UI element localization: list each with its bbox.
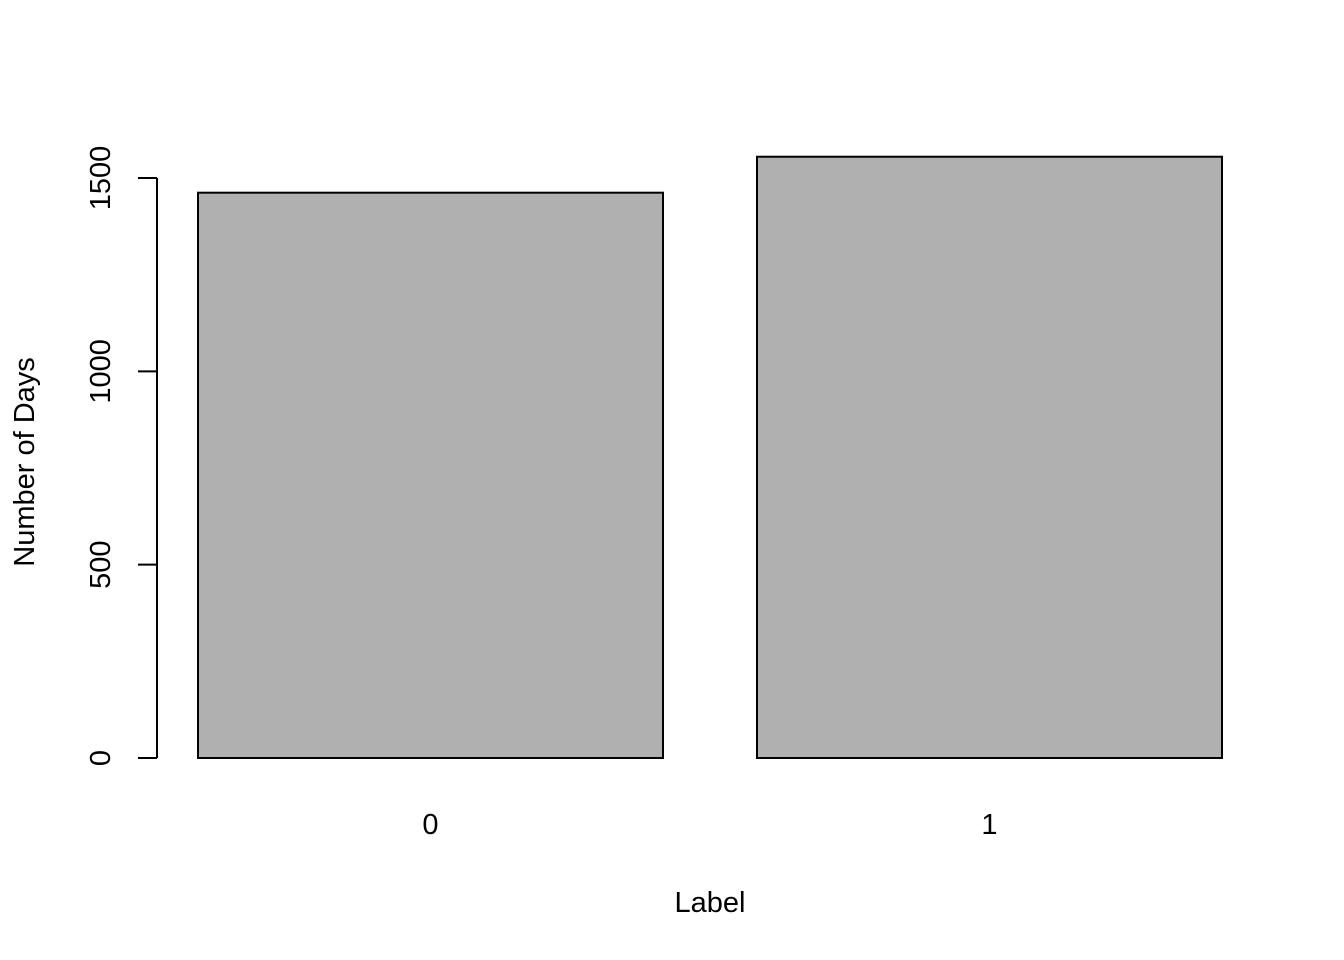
y-tick-label: 0 (85, 750, 117, 766)
x-tick-label: 0 (422, 809, 438, 841)
bars-group (197, 155, 1223, 759)
y-axis-title: Number of Days (9, 357, 41, 567)
bar-1 (756, 155, 1223, 759)
y-tick-label: 500 (85, 540, 117, 588)
x-axis-title: Label (675, 887, 746, 919)
x-tick-label: 1 (981, 809, 997, 841)
y-tick-label: 1000 (85, 339, 117, 404)
y-axis: 0 500 1000 1500 (85, 146, 158, 766)
bar-0 (197, 191, 664, 759)
y-tick-label: 1500 (85, 146, 117, 211)
